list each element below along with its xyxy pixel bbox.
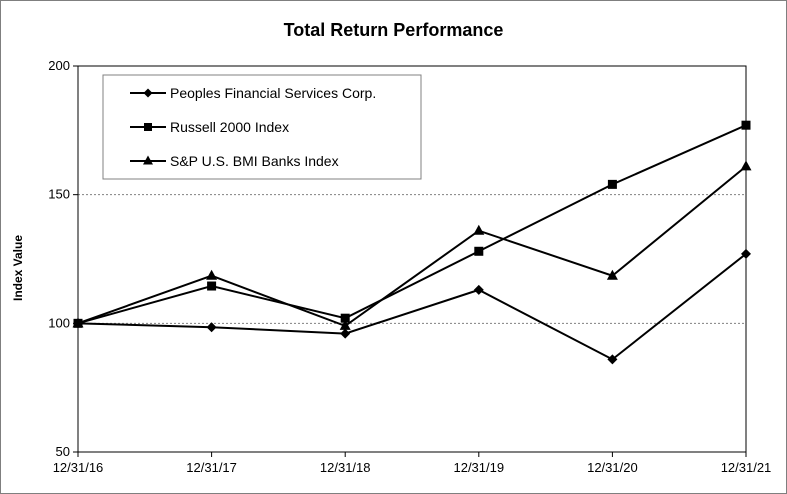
x-tick-label: 12/31/20 — [587, 460, 638, 475]
legend-item: Peoples Financial Services Corp. — [130, 85, 376, 101]
data-point-triangle — [740, 160, 752, 171]
chart-title: Total Return Performance — [283, 20, 504, 40]
data-point-diamond — [340, 328, 351, 339]
x-tick-label: 12/31/17 — [186, 460, 237, 475]
series-line — [77, 124, 747, 325]
y-tick-label: 200 — [48, 58, 70, 73]
data-point-square — [607, 179, 617, 189]
x-tick-label: 12/31/16 — [53, 460, 104, 475]
data-point-square — [340, 313, 350, 323]
legend-item: S&P U.S. BMI Banks Index — [130, 153, 339, 169]
series-lines — [72, 120, 752, 365]
legend: Peoples Financial Services Corp. Russell … — [102, 74, 422, 180]
plot-area-border — [77, 65, 747, 453]
legend-label: Russell 2000 Index — [170, 119, 289, 135]
data-point-triangle — [72, 317, 84, 328]
data-point-square — [207, 281, 217, 291]
data-point-triangle — [473, 224, 485, 235]
x-tick-label: 12/31/21 — [721, 460, 772, 475]
data-point-triangle — [206, 269, 218, 280]
data-point-square — [144, 123, 152, 131]
y-tick-label: 150 — [48, 187, 70, 202]
y-tick-label: 50 — [56, 444, 70, 459]
series-1 — [73, 248, 751, 365]
y-tick-label: 100 — [48, 315, 70, 330]
legend-label: S&P U.S. BMI Banks Index — [170, 153, 339, 169]
data-point-square — [741, 120, 751, 130]
data-point-diamond — [607, 354, 618, 365]
axes: 50 100 150 200 12/31/16 12/31/17 12/31/18 12/31… — [48, 58, 771, 475]
series-line — [77, 253, 747, 361]
data-point-triangle — [339, 319, 351, 330]
data-point-triangle — [143, 155, 153, 165]
series-line — [77, 165, 747, 328]
x-tick-label: 12/31/19 — [453, 460, 504, 475]
legend-label: Peoples Financial Services Corp. — [170, 85, 376, 101]
data-point-square — [474, 246, 484, 256]
data-point-diamond — [206, 322, 217, 333]
legend-item: Russell 2000 Index — [130, 119, 289, 135]
grid-lines — [78, 194, 746, 324]
x-tick-label: 12/31/18 — [320, 460, 371, 475]
data-point-diamond — [473, 284, 484, 295]
data-point-triangle — [606, 269, 618, 280]
data-point-diamond — [143, 88, 153, 98]
series-3 — [72, 160, 752, 330]
data-point-diamond — [741, 248, 751, 259]
